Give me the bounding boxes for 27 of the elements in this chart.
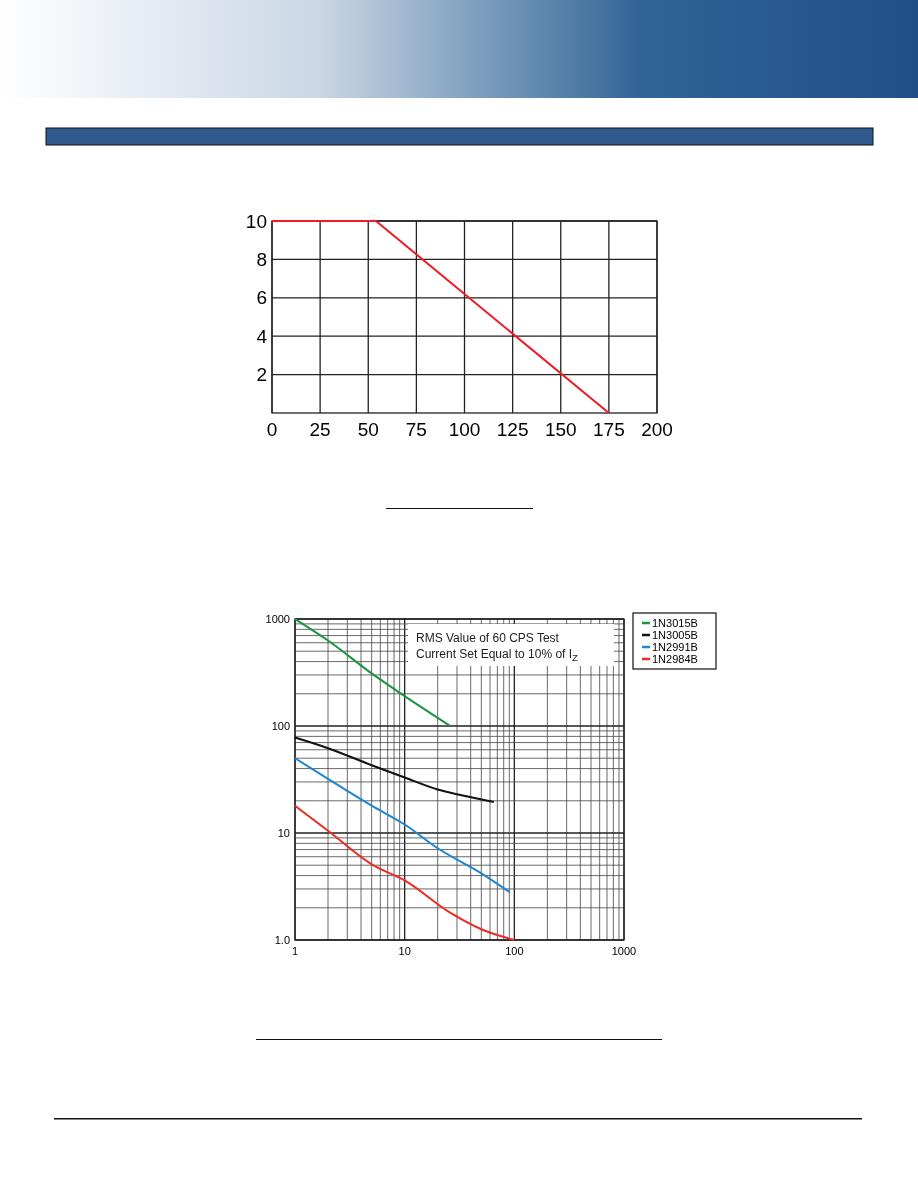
- x-tick-label: 175: [593, 419, 625, 440]
- x-tick-label: 10: [398, 945, 411, 957]
- x-tick-label: 100: [448, 419, 481, 440]
- y-tick-label: 1000: [265, 612, 290, 625]
- y-tick-label: 2: [256, 364, 267, 386]
- y-tick-label: 6: [256, 287, 267, 309]
- legend-label: 1N3005B: [652, 628, 698, 641]
- y-tick-label: 10: [245, 210, 267, 232]
- y-tick-label: 4: [256, 325, 268, 347]
- x-tick-label: 1: [291, 945, 299, 957]
- annotation: RMS Value of 60 CPS Test Current Set Equal to 10% of I$_{Z}$: [416, 631, 579, 663]
- x-tick-label: 0: [266, 419, 278, 440]
- x-tick-label: 25: [309, 419, 331, 440]
- legend-label: 1N2984B: [652, 652, 698, 665]
- x-tick-label: 150: [544, 419, 577, 440]
- x-tick-label: 125: [496, 419, 529, 440]
- legend-label: 1N3015B: [652, 616, 698, 629]
- x-tick-label: 50: [357, 419, 379, 440]
- y-tick-label: 8: [256, 249, 267, 271]
- y-tick-label: 1.0: [274, 933, 290, 946]
- legend-label: 1N2991B: [652, 640, 698, 653]
- x-tick-label: 100: [505, 945, 524, 957]
- y-tick-label: 10: [277, 826, 290, 839]
- y-tick-label: 100: [271, 719, 290, 732]
- x-tick-label: 200: [641, 419, 673, 440]
- x-tick-label: 1000: [611, 945, 637, 957]
- x-tick-label: 75: [405, 419, 427, 440]
